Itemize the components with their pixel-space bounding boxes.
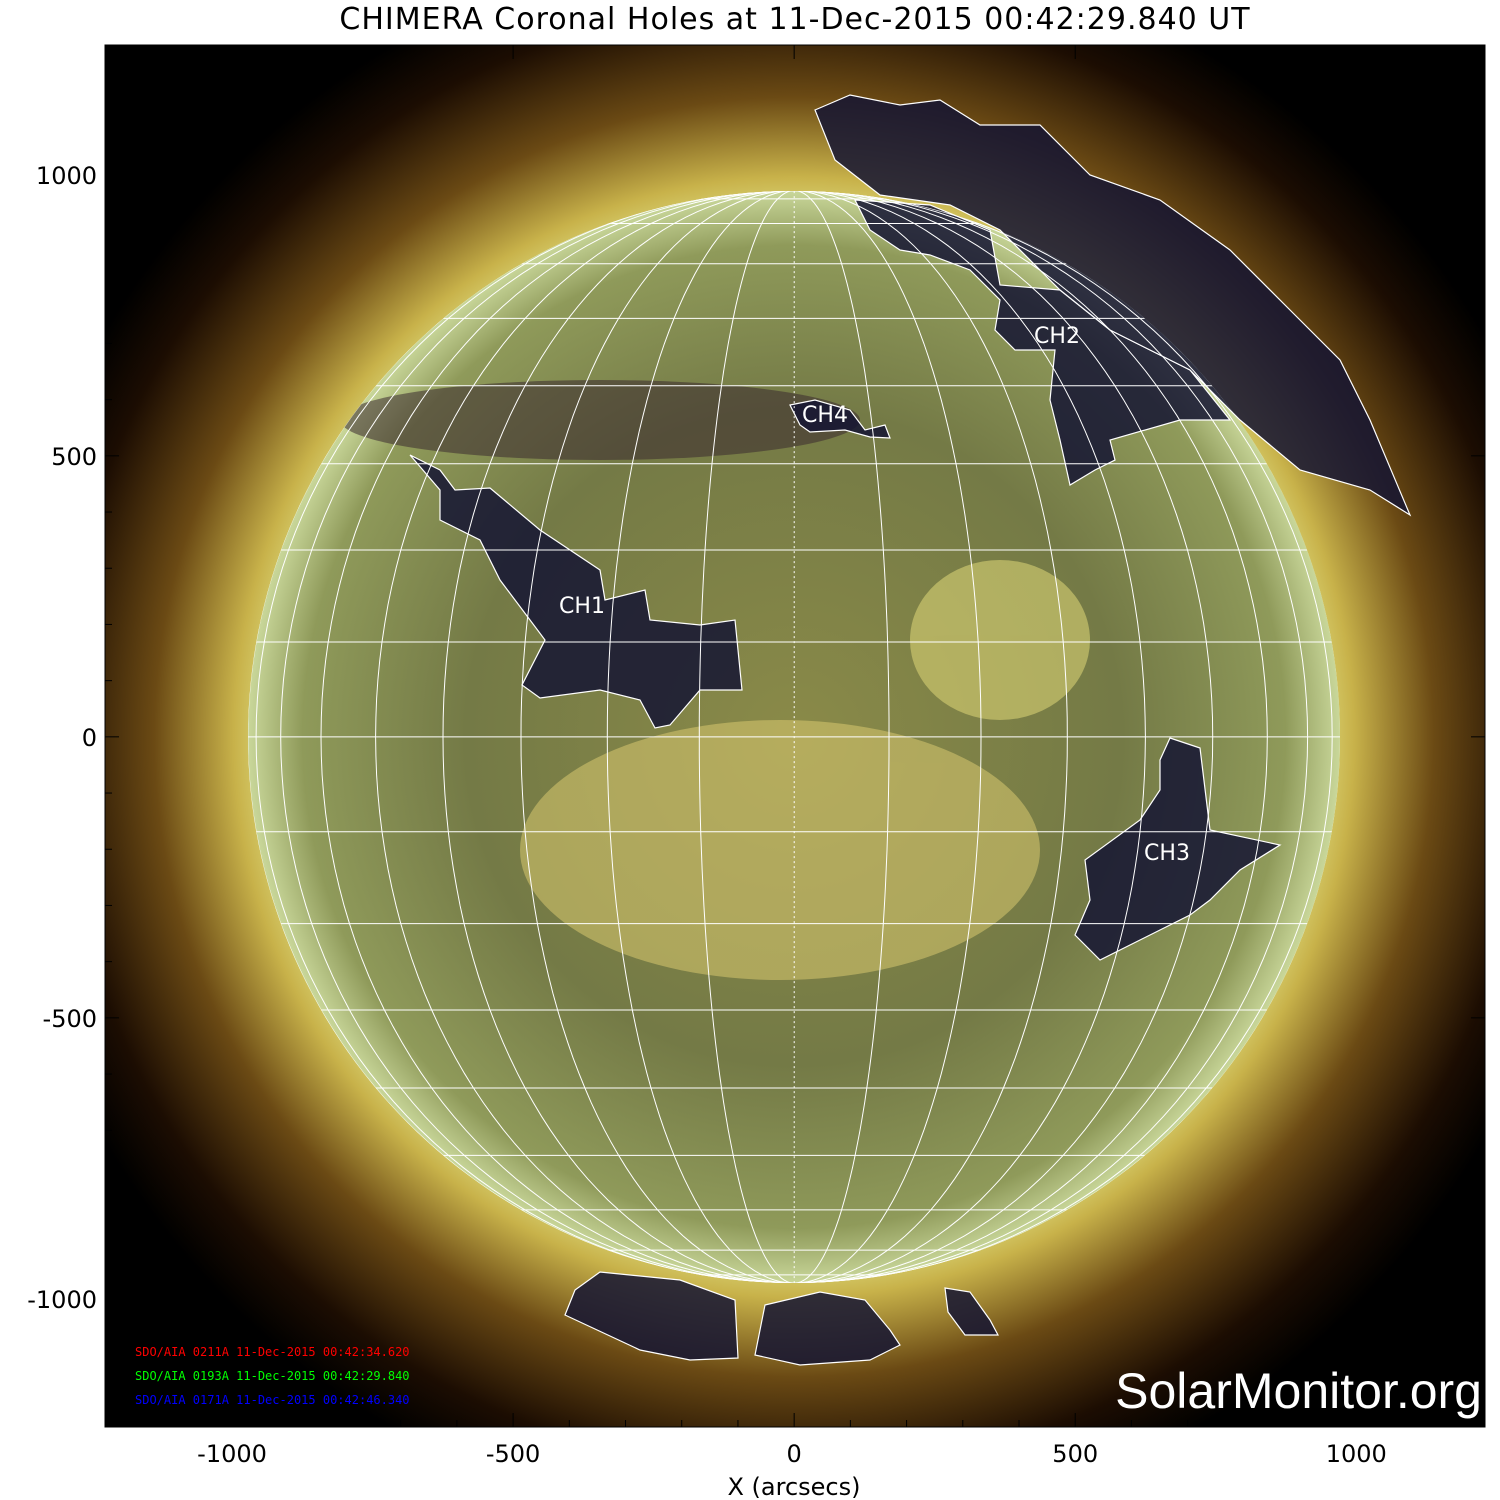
y-tick-label: 1000 [36, 162, 97, 190]
longitude-line [794, 191, 1333, 1283]
longitude-line [794, 191, 1268, 1283]
x-tick-label: 0 [787, 1440, 802, 1468]
channel-label: SDO/AIA 0193A 11-Dec-2015 00:42:29.840 [135, 1369, 410, 1383]
longitude-line [375, 191, 795, 1283]
channel-label: SDO/AIA 0211A 11-Dec-2015 00:42:34.620 [135, 1345, 410, 1359]
coronal-hole-contour [1074, 737, 1282, 961]
longitude-line [320, 191, 795, 1283]
longitude-line [794, 191, 982, 1283]
longitude-line [255, 191, 795, 1283]
x-axis-label: X (arcsecs) [727, 1473, 860, 1500]
x-tick-label: 500 [1052, 1440, 1098, 1468]
y-tick-label: -500 [43, 1005, 97, 1033]
watermark: SolarMonitor.org [1115, 1363, 1482, 1419]
y-tick-label: 500 [51, 443, 97, 471]
longitude-line [280, 191, 795, 1283]
coronal-hole-contour [754, 1291, 901, 1366]
longitude-line [794, 191, 1068, 1283]
longitude-line [606, 191, 795, 1283]
y-tick-label: 0 [82, 724, 97, 752]
longitude-line [442, 191, 795, 1283]
longitude-line [794, 191, 1309, 1283]
coronal-hole-contour [814, 94, 1412, 517]
coronal-hole-label: CH3 [1144, 841, 1190, 866]
longitude-line [794, 191, 1146, 1283]
longitude-line [698, 191, 795, 1283]
x-tick-label: -1000 [197, 1440, 267, 1468]
coronal-hole-contour [853, 199, 1232, 486]
x-tick-label: -500 [486, 1440, 540, 1468]
longitude-line [794, 191, 1214, 1283]
coronal-hole-contour [564, 1271, 739, 1361]
coronal-hole-label: CH2 [1034, 324, 1080, 349]
chart-title: CHIMERA Coronal Holes at 11-Dec-2015 00:… [339, 2, 1251, 37]
coronal-hole-contour [944, 1287, 999, 1336]
y-tick-label: -1000 [27, 1286, 97, 1314]
plot-frame [104, 44, 1486, 1428]
coronal-hole-contour [789, 399, 891, 439]
coronal-hole-label: CH4 [802, 403, 848, 428]
channel-label: SDO/AIA 0171A 11-Dec-2015 00:42:46.340 [135, 1393, 410, 1407]
coronal-hole-label: CH1 [559, 594, 605, 619]
longitude-line [794, 191, 890, 1283]
longitude-line [520, 191, 795, 1283]
x-tick-label: 1000 [1326, 1440, 1387, 1468]
